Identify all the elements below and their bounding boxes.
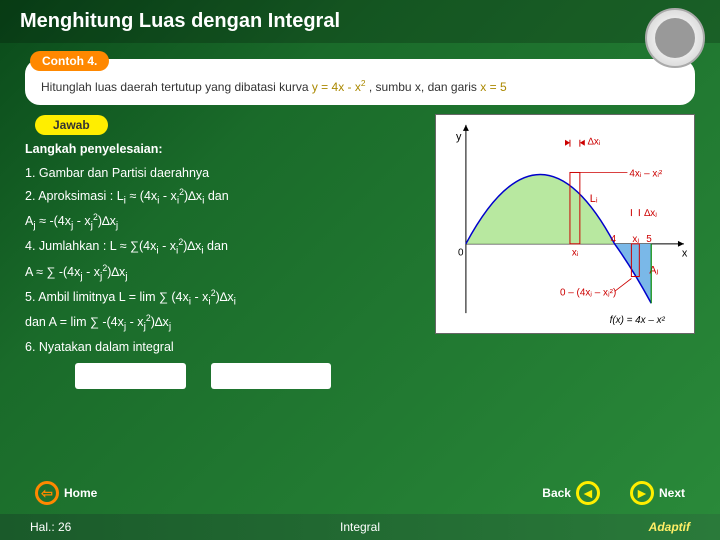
page-title: Menghitung Luas dengan Integral (20, 10, 700, 33)
x-axis: x (682, 248, 688, 260)
steps: Langkah penyelesaian: 1. Gambar dan Part… (25, 139, 425, 389)
home-label: Home (64, 486, 97, 500)
svg-text:xⱼ: xⱼ (632, 234, 639, 245)
problem-box: Hitunglah luas daerah tertutup yang diba… (25, 59, 695, 105)
y-axis: y (456, 131, 462, 143)
footer-hal: Hal.: 26 (30, 520, 250, 534)
back-icon: ◄ (576, 481, 600, 505)
step-2b: Aj ≈ -(4xj - xj2)∆xj (25, 210, 425, 235)
svg-text:4: 4 (611, 234, 617, 245)
back-button[interactable]: Back ◄ (542, 481, 600, 505)
footer-right: Adaptif (470, 520, 690, 534)
next-label: Next (659, 486, 685, 500)
origin: 0 (458, 248, 464, 259)
svg-text:xᵢ: xᵢ (572, 248, 579, 259)
footer-center: Integral (250, 520, 470, 534)
footer: Hal.: 26 Integral Adaptif (0, 514, 720, 540)
home-button[interactable]: ⇦ Home (35, 481, 97, 505)
problem-eq: y = 4x - x2 (312, 80, 366, 94)
integrals: L = ∫₀⁴ (4x − x²) dx A = ∫₄⁵ −(4x − x²) … (75, 363, 425, 389)
contoh-badge: Contoh 4. (30, 51, 109, 71)
steps-head: Langkah penyelesaian: (25, 139, 425, 160)
problem-post: , sumbu x, dan garis (369, 80, 480, 94)
svg-text:5: 5 (646, 234, 652, 245)
svg-text:∆xⱼ: ∆xⱼ (644, 208, 657, 219)
step-4b: A ≈ ∑ -(4xj - xj2)∆xj (25, 261, 425, 286)
content-row: Langkah penyelesaian: 1. Gambar dan Part… (0, 139, 720, 389)
integral-L: L = ∫₀⁴ (4x − x²) dx (75, 363, 186, 389)
jawab-badge: Jawab (35, 115, 108, 135)
svg-text:Lᵢ: Lᵢ (590, 193, 598, 205)
problem-pre: Hitunglah luas daerah tertutup yang diba… (41, 80, 312, 94)
step-6: 6. Nyatakan dalam integral (25, 337, 425, 358)
step-1: 1. Gambar dan Partisi daerahnya (25, 163, 425, 184)
step-2: 2. Aproksimasi : Li ≈ (4xi - xi2)∆xi dan (25, 185, 425, 210)
home-icon: ⇦ (35, 481, 59, 505)
svg-text:∆xᵢ: ∆xᵢ (588, 137, 601, 148)
next-button[interactable]: ► Next (630, 481, 685, 505)
step-4: 4. Jumlahkan : L ≈ ∑(4xi - xi2)∆xi dan (25, 235, 425, 260)
header: Menghitung Luas dengan Integral (0, 0, 720, 43)
logo (645, 8, 705, 68)
nav-row: ⇦ Home Back ◄ ► Next (0, 481, 720, 505)
svg-text:f(x) = 4x – x²: f(x) = 4x – x² (610, 315, 666, 326)
chart: y x 0 4 5 ∆xᵢ ∆xⱼ xᵢ xⱼ Lᵢ Aⱼ 4xᵢ – xᵢ² … (435, 114, 695, 334)
integral-A: A = ∫₄⁵ −(4x − x²) dx (211, 363, 331, 389)
back-label: Back (542, 486, 571, 500)
step-5b: dan A = lim ∑ -(4xj - xj2)∆xj (25, 311, 425, 336)
step-5: 5. Ambil limitnya L = lim ∑ (4xi - xi2)∆… (25, 286, 425, 311)
svg-text:0 – (4xⱼ – xⱼ²): 0 – (4xⱼ – xⱼ²) (560, 287, 616, 298)
problem-g: x = 5 (480, 80, 506, 94)
next-icon: ► (630, 481, 654, 505)
svg-text:4xᵢ – xᵢ²: 4xᵢ – xᵢ² (629, 168, 662, 179)
